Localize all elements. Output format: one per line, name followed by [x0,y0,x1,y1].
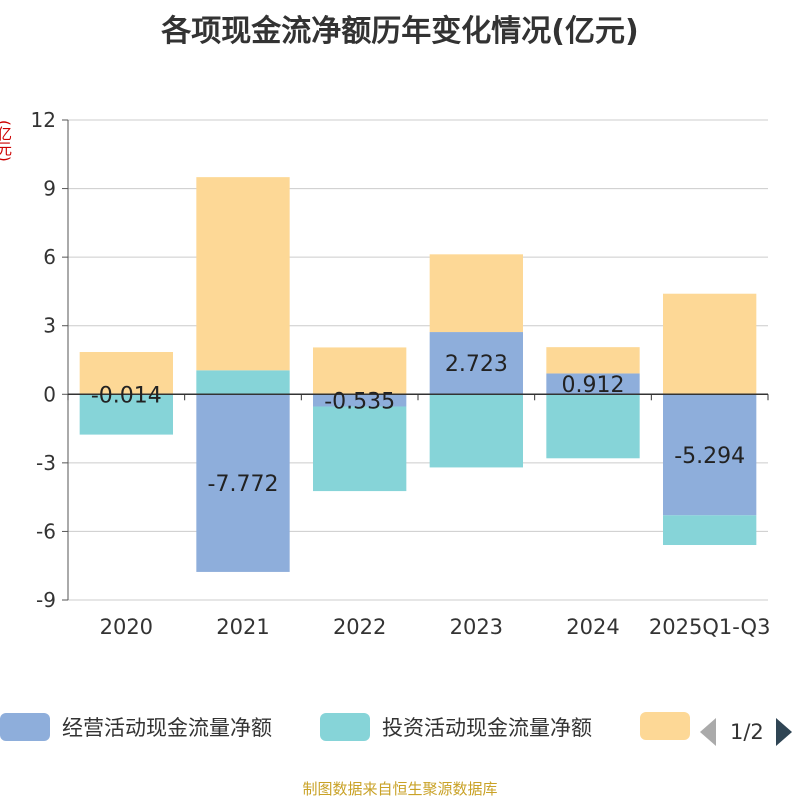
bar-financing [196,177,290,371]
y-tick-label: 12 [31,108,56,132]
legend-item-investing[interactable]: 投资活动现金流量净额 [320,712,592,742]
data-label: 0.912 [562,373,625,398]
y-tick-label: 3 [43,314,56,338]
bar-investing [313,406,407,492]
legend-swatch-investing [320,713,370,741]
bar-investing [79,394,173,435]
bar-operating [313,394,407,407]
x-tick-label: 2021 [216,615,269,639]
legend-item-operating[interactable]: 经营活动现金流量净额 [0,712,272,742]
bar-investing [196,370,290,395]
bar-operating [663,394,757,516]
legend-next-icon[interactable] [775,718,792,746]
legend-swatch-operating [0,713,50,741]
legend-prev-icon[interactable] [700,718,716,746]
data-label: -0.014 [91,383,162,408]
data-label: -5.294 [674,444,745,469]
x-tick-label: 2022 [333,615,386,639]
bar-operating [196,394,290,572]
y-tick-label: 9 [43,177,56,201]
legend: 经营活动现金流量净额 投资活动现金流量净额 1/2 [0,712,800,758]
data-label: -7.772 [208,472,279,497]
bar-investing [663,515,757,546]
bar-financing [663,293,757,395]
legend-item-financing[interactable] [640,712,690,740]
legend-label-investing: 投资活动现金流量净额 [382,716,592,740]
bar-operating [429,332,523,395]
x-tick-label: 2025Q1-Q3 [649,615,771,639]
bar-investing [546,394,640,459]
legend-label-operating: 经营活动现金流量净额 [62,716,272,740]
y-tick-label: 6 [43,245,56,269]
bar-investing [429,394,523,468]
y-tick-label: -3 [36,451,56,475]
y-tick-label: -6 [36,519,56,543]
y-tick-label: -9 [36,588,56,612]
x-tick-label: 2024 [566,615,619,639]
x-tick-label: 2020 [100,615,153,639]
y-tick-label: 0 [43,382,56,406]
data-source-note: 制图数据来自恒生聚源数据库 [302,780,498,798]
legend-page-indicator: 1/2 [730,720,764,744]
bar-financing [546,347,640,374]
data-label: -0.535 [324,389,395,414]
x-tick-label: 2023 [450,615,503,639]
y-axis-unit: (亿元) [0,120,13,162]
bar-operating [546,373,640,395]
legend-pager: 1/2 [700,718,792,746]
bar-financing [429,254,523,333]
data-label: 2.723 [445,352,508,377]
bar-financing [313,347,407,395]
bar-financing [79,352,173,395]
legend-swatch-financing [640,712,690,740]
chart-title: 各项现金流净额历年变化情况(亿元) [161,14,639,49]
